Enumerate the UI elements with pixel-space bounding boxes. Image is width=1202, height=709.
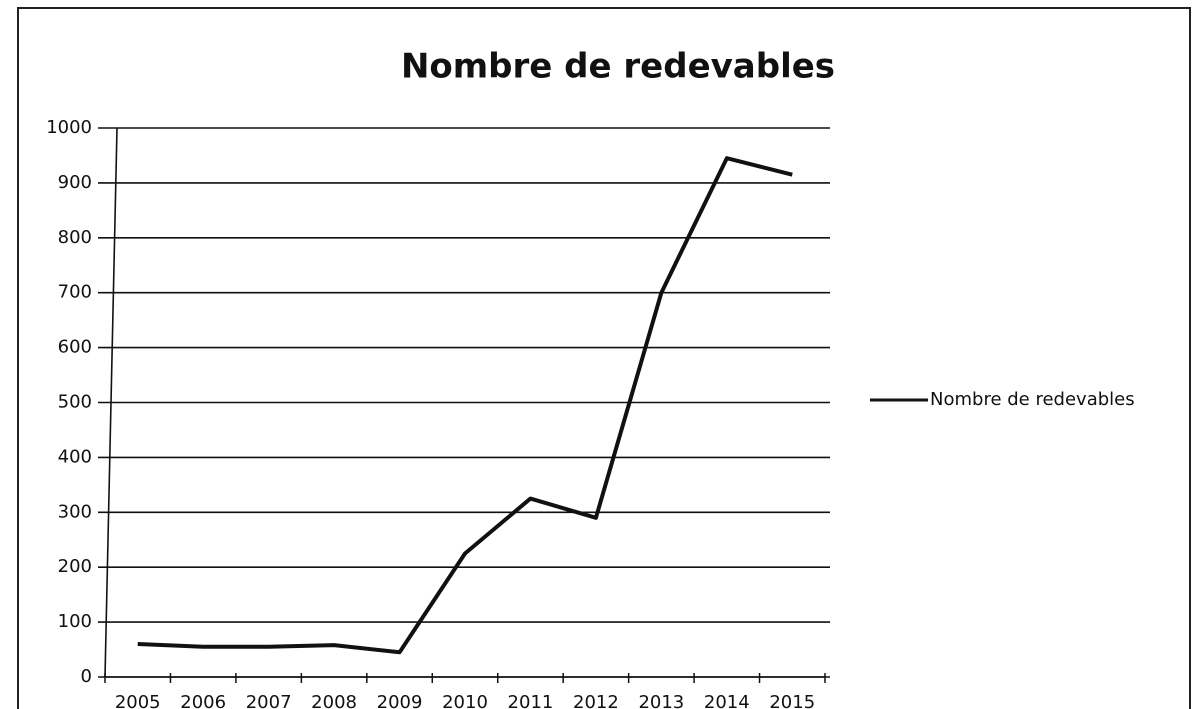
x-tick-label: 2015	[769, 692, 815, 709]
y-axis	[104, 127, 118, 678]
legend-label: Nombre de redevables	[930, 389, 1135, 410]
x-tick-label: 2011	[508, 692, 554, 709]
data-line	[137, 156, 793, 655]
y-tick-label: 200	[58, 556, 92, 577]
x-tick-label: 2005	[115, 692, 161, 709]
y-tick-label: 100	[58, 611, 92, 632]
y-tick-label: 1000	[46, 117, 92, 138]
y-tick-label: 500	[58, 392, 92, 413]
x-tick-label: 2009	[377, 692, 423, 709]
y-tick-label: 700	[58, 282, 92, 303]
x-tick-label: 2013	[638, 692, 684, 709]
y-tick-label: 0	[81, 666, 92, 687]
x-tick-label: 2008	[311, 692, 357, 709]
y-tick-label: 900	[58, 172, 92, 193]
y-tick-label: 300	[58, 501, 92, 522]
y-tick-label: 800	[58, 227, 92, 248]
chart-title: Nombre de redevables	[401, 47, 835, 87]
x-tick-label: 2010	[442, 692, 488, 709]
y-tick-label: 400	[58, 446, 92, 467]
x-tick-label: 2007	[246, 692, 292, 709]
y-tick-label: 600	[58, 337, 92, 358]
chart-border	[17, 7, 1191, 709]
x-tick-label: 2012	[573, 692, 619, 709]
x-tick-label: 2006	[180, 692, 226, 709]
x-tick-label: 2014	[704, 692, 750, 709]
